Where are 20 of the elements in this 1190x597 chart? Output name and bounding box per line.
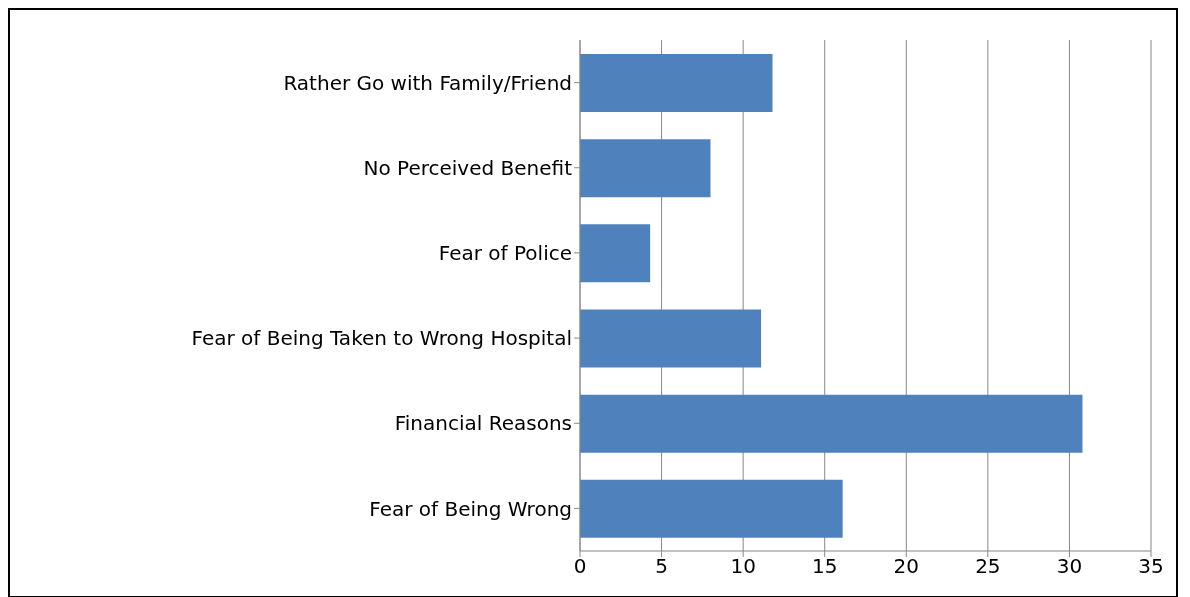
y-tick-label: No Perceived Benefit	[363, 155, 573, 180]
x-tick-label: 15	[811, 554, 838, 579]
x-tick-label: 30	[1056, 554, 1083, 579]
bar	[580, 479, 843, 538]
y-tick-label: Fear of Police	[438, 241, 572, 266]
x-tick-label: 10	[730, 554, 756, 579]
y-tick-label: Fear of Being Wrong	[369, 496, 572, 521]
x-tick-label: 5	[655, 554, 668, 579]
y-tick-label: Fear of Being Taken to Wrong Hospital	[191, 326, 572, 351]
x-tick-label: 35	[1138, 554, 1164, 579]
y-tick-label: Financial Reasons	[394, 411, 572, 436]
x-tick-label: 20	[893, 554, 920, 579]
y-tick-label: Rather Go with Family/Friend	[283, 70, 572, 95]
bar	[580, 54, 773, 112]
bar	[580, 224, 651, 283]
bar	[580, 139, 711, 198]
x-tick-label: 0	[573, 554, 587, 579]
bar	[580, 309, 762, 368]
x-tick-label: 25	[975, 554, 1001, 579]
bar	[580, 394, 1083, 453]
